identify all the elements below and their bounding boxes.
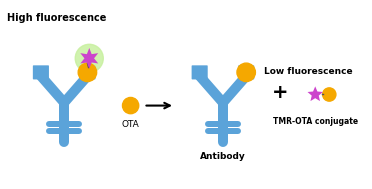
Polygon shape	[80, 48, 98, 69]
FancyBboxPatch shape	[192, 65, 208, 79]
Circle shape	[122, 98, 139, 114]
Text: OTA: OTA	[122, 120, 140, 129]
Text: High fluorescence: High fluorescence	[7, 13, 106, 23]
Text: +: +	[272, 83, 288, 102]
Polygon shape	[308, 86, 323, 101]
Text: TMR-OTA conjugate: TMR-OTA conjugate	[273, 117, 358, 126]
Text: Low fluorescence: Low fluorescence	[263, 67, 352, 76]
FancyBboxPatch shape	[79, 65, 96, 79]
Circle shape	[237, 63, 256, 82]
Circle shape	[78, 63, 97, 82]
Circle shape	[75, 44, 103, 72]
Circle shape	[323, 88, 336, 101]
Text: Antibody: Antibody	[200, 152, 246, 161]
FancyBboxPatch shape	[33, 65, 49, 79]
FancyBboxPatch shape	[238, 65, 254, 79]
